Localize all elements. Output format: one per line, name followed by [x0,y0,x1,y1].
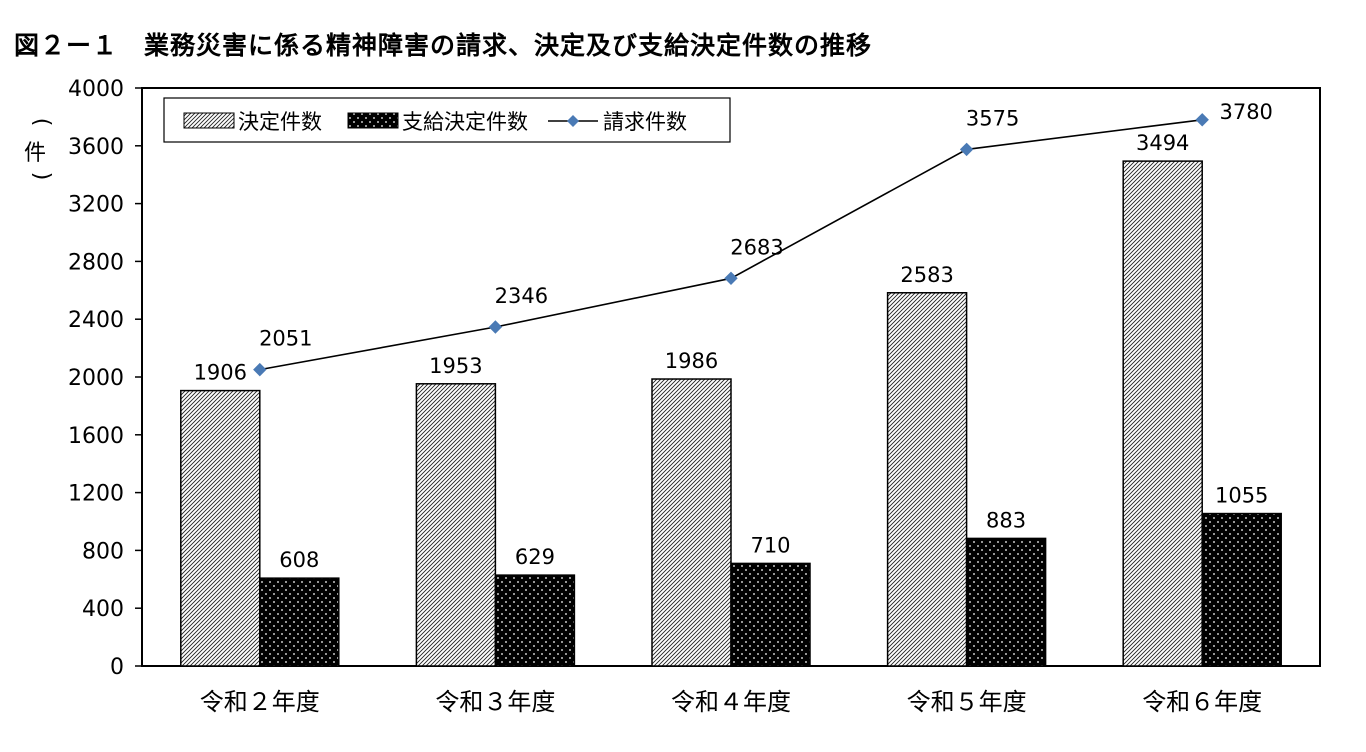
y-tick-label: 0 [110,655,124,680]
y-tick-label: 2800 [68,250,124,275]
legend-swatch-approved [347,112,399,129]
y-tick-label: 400 [82,597,124,622]
bar-decision-2 [651,378,732,667]
claims-point-0 [253,362,267,377]
data-label: 710 [750,533,790,557]
legend-swatch-claims-marker [567,115,579,127]
claims-label: 3575 [966,106,1019,130]
bar-decision-3 [886,292,968,667]
legend: 決定件数 支給決定件数 請求件数 [163,97,731,143]
legend-label-decision: 決定件数 [238,110,322,134]
category-label: 令和６年度 [1142,688,1262,716]
legend-swatch-decision [183,112,235,129]
y-tick-label: 2000 [68,366,124,391]
chart-title: 図２ー１ 業務災害に係る精神障害の請求、決定及び支給決定件数の推移 [14,31,873,60]
y-tick-label: 1200 [68,482,124,507]
data-label: 1986 [665,349,718,373]
bar-approved-2 [730,562,811,667]
claims-point-4 [1195,113,1209,127]
category-label: 令和３年度 [435,688,555,716]
claims-point-2 [724,271,738,286]
category-label: 令和５年度 [907,688,1027,716]
bar-approved-3 [965,537,1047,667]
claims-label: 2346 [495,284,548,308]
data-label: 1953 [429,354,482,378]
y-axis-label: 件 [24,141,46,166]
data-label: 1906 [194,361,247,385]
y-tick-label: 3200 [68,193,124,218]
y-tick-label: 800 [82,539,124,564]
legend-label-claims: 請求件数 [603,110,687,134]
claims-point-3 [959,142,974,157]
data-label: 3494 [1136,131,1189,155]
data-label: 883 [986,508,1026,532]
claims-label: 3780 [1219,100,1272,124]
legend-label-approved: 支給決定件数 [402,110,528,134]
y-tick-label: 2400 [68,308,124,333]
bar-approved-1 [494,574,576,667]
y-tick-label: 4000 [68,77,124,102]
y-axis-label-paren-open: ( [29,118,54,127]
bar-approved-0 [259,577,340,667]
claims-label: 2683 [730,235,783,259]
bar-decision-1 [415,383,497,667]
data-label: 629 [515,545,555,569]
y-tick-label: 1600 [68,424,124,449]
data-label: 1055 [1215,484,1268,508]
y-axis-label-paren-close: ) [29,172,54,181]
y-tick-label: 3600 [68,135,124,160]
bar-decision-4 [1122,160,1203,667]
category-label: 令和２年度 [200,688,320,716]
claims-point-1 [488,320,503,334]
claims-label: 2051 [259,327,312,351]
legend-box [163,97,731,143]
category-label: 令和４年度 [671,688,791,716]
data-label: 2583 [900,263,953,287]
bar-decision-0 [180,389,261,667]
data-label: 608 [279,548,319,572]
bar-approved-4 [1201,512,1282,667]
